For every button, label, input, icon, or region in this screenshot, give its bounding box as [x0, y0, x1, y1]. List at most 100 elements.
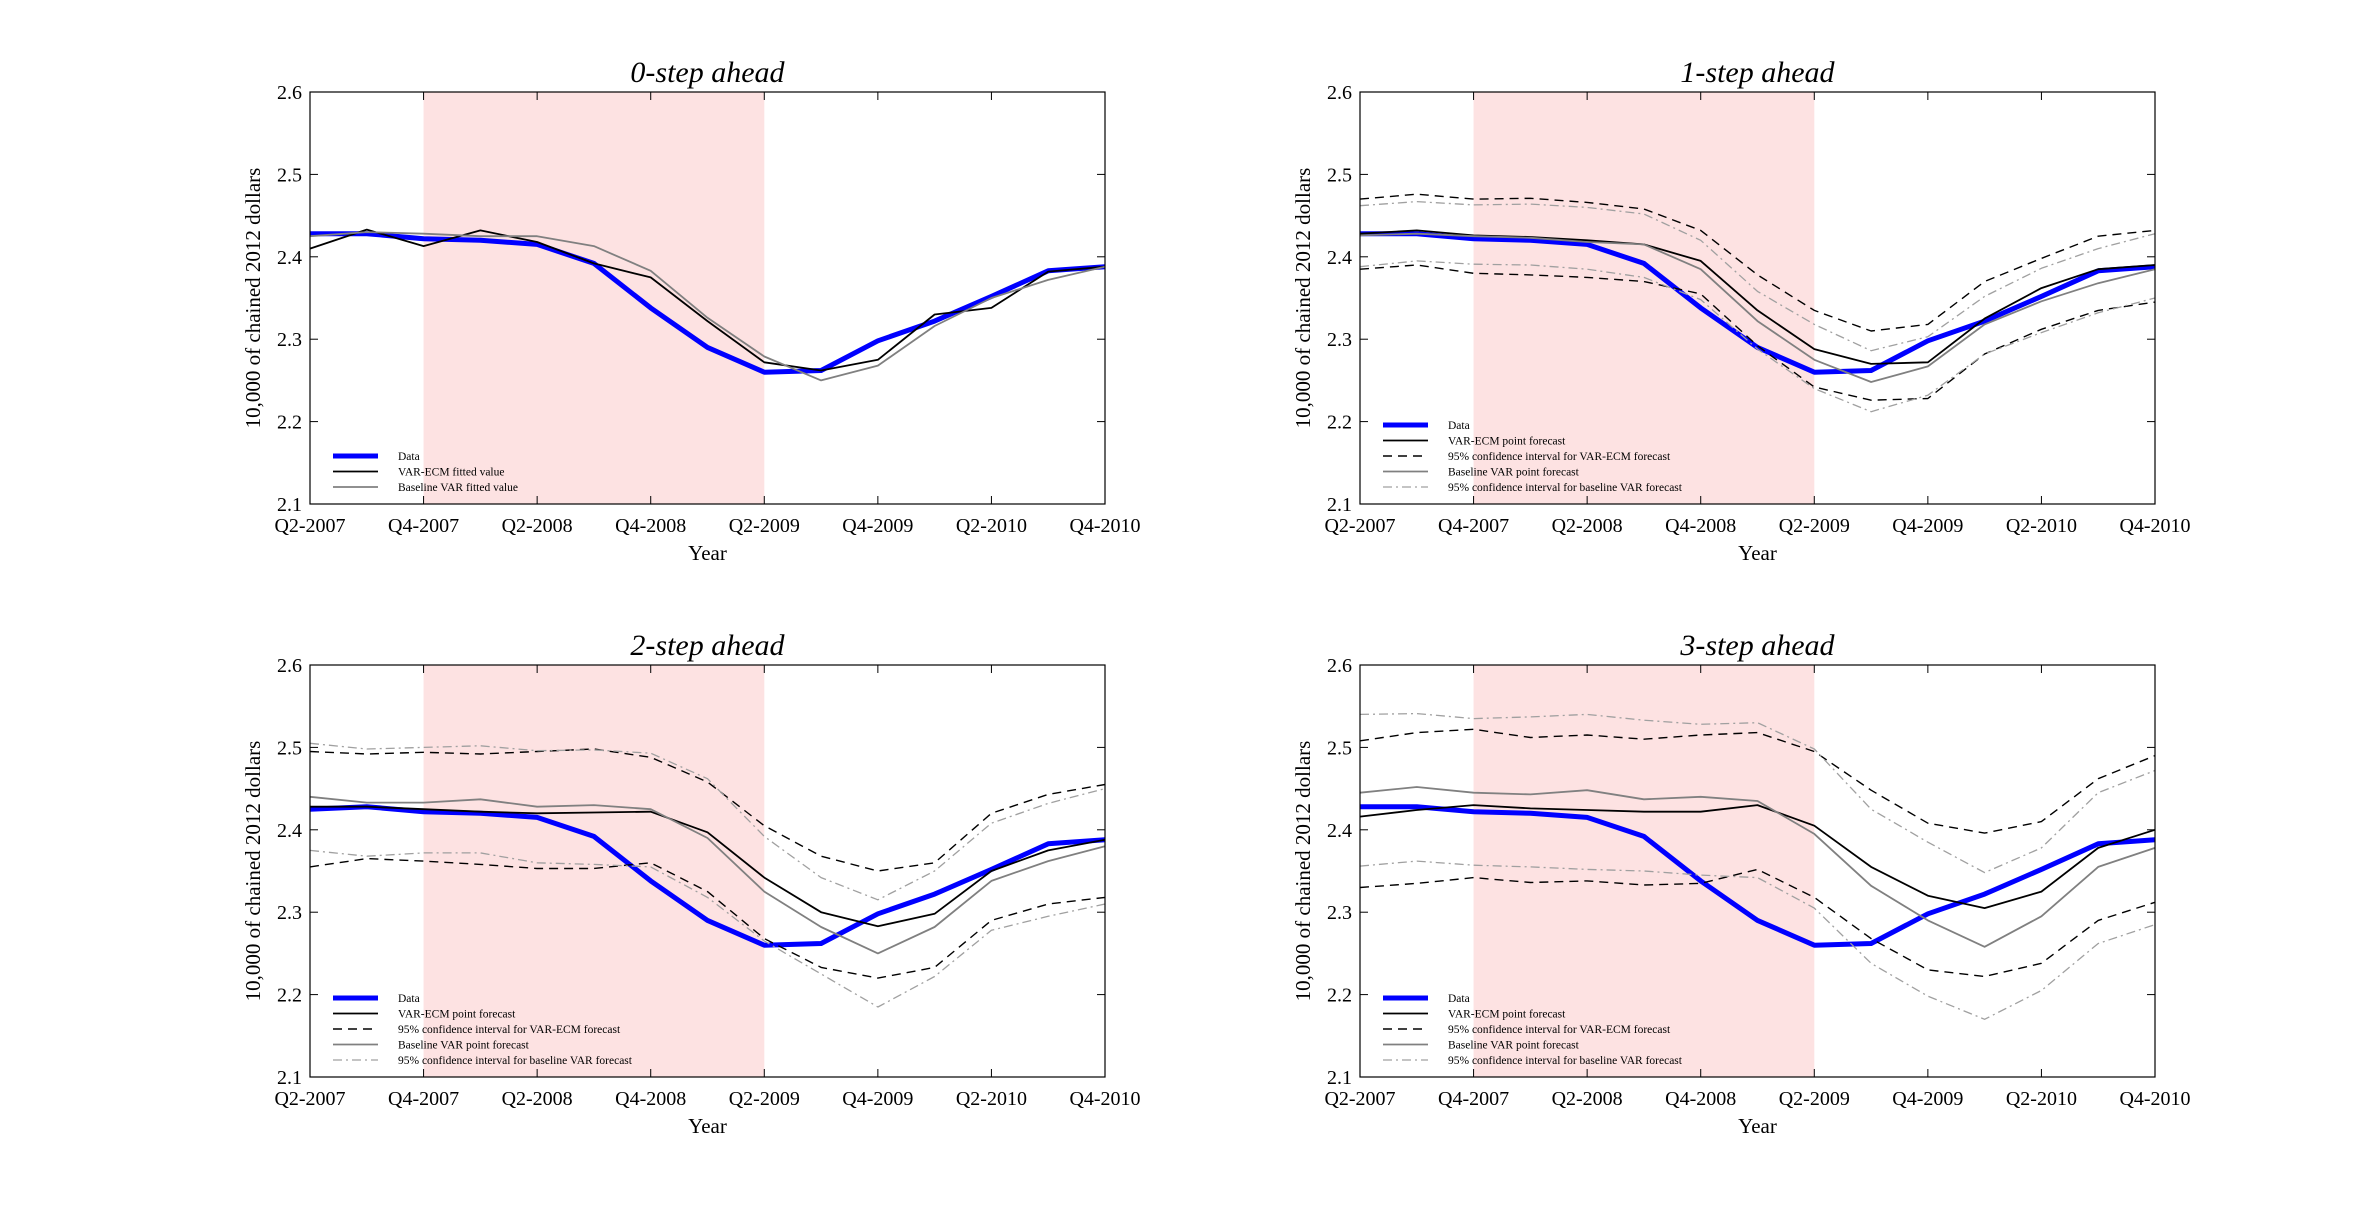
series-line-6 [309, 849, 1106, 1008]
y-tick-label: 2.4 [277, 820, 302, 842]
legend-entry: VAR-ECM point forecast [1448, 436, 1566, 448]
x-tick-label: Q4-2010 [2119, 1088, 2190, 1110]
x-tick-label: Q4-2009 [1892, 1088, 1963, 1110]
y-tick-label: 2.2 [1327, 412, 1352, 434]
y-tick-label: 2.2 [1327, 985, 1352, 1007]
legend-entry: Baseline VAR point forecast [398, 1040, 530, 1052]
legend-entry: 95% confidence interval for VAR-ECM fore… [1448, 1024, 1671, 1036]
recession-shading [423, 665, 765, 1077]
recession-shading [1473, 92, 1815, 504]
x-axis-label: Year [688, 541, 727, 565]
x-tick-label: Q4-2010 [1069, 515, 1140, 537]
series-line-2 [309, 748, 1106, 872]
legend-entry: Baseline VAR point forecast [1448, 467, 1580, 479]
y-tick-label: 2.2 [277, 985, 302, 1007]
axes-box [1359, 664, 2156, 1078]
y-axis-label: 10,000 of chained 2012 dollars [241, 168, 265, 429]
legend-entry: Data [1448, 993, 1470, 1005]
x-tick-label: Q2-2010 [2006, 515, 2077, 537]
y-tick-label: 2.4 [1327, 820, 1352, 842]
y-axis-label: 10,000 of chained 2012 dollars [241, 741, 265, 1002]
series-line-0 [1360, 231, 2156, 375]
chart-panel-1: Q2-2007 Q4-2007 Q2-2008 Q4-2008 Q2-2009 Q4-20… [1291, 56, 2191, 565]
x-tick-label: Q4-2007 [1438, 1088, 1509, 1110]
legend-entry: Data [1448, 420, 1470, 432]
x-tick-label: Q2-2007 [274, 515, 345, 537]
x-tick-label: Q4-2009 [842, 515, 913, 537]
recession-shading [423, 92, 765, 504]
legend-entry: 95% confidence interval for VAR-ECM fore… [398, 1024, 621, 1036]
x-tick-label: Q4-2008 [1665, 515, 1736, 537]
legend-entry: 95% confidence interval for baseline VAR… [1448, 482, 1683, 494]
series-line-0 [310, 231, 1106, 375]
x-tick-label: Q4-2007 [388, 515, 459, 537]
x-tick-label: Q2-2007 [274, 1088, 345, 1110]
recession-shading [1473, 665, 1815, 1077]
legend-entry: 95% confidence interval for VAR-ECM fore… [1448, 451, 1671, 463]
series-line-6 [1359, 860, 2156, 1020]
series-line-4 [309, 795, 1106, 955]
x-tick-label: Q2-2009 [729, 1088, 800, 1110]
x-tick-label: Q2-2008 [502, 515, 573, 537]
y-axis-label: 10,000 of chained 2012 dollars [1291, 741, 1315, 1002]
series-line-6 [1359, 260, 2156, 413]
series-line-4 [1359, 786, 2156, 948]
y-tick-label: 2.5 [1327, 737, 1352, 759]
y-tick-label: 2.6 [1327, 82, 1352, 104]
y-tick-label: 2.3 [277, 329, 302, 351]
series-line-5 [1359, 200, 2156, 352]
y-tick-label: 2.6 [1327, 655, 1352, 677]
x-tick-label: Q2-2008 [1552, 515, 1623, 537]
legend-entry: Data [398, 993, 420, 1005]
y-tick-label: 2.6 [277, 655, 302, 677]
x-tick-label: Q2-2010 [956, 515, 1027, 537]
x-tick-label: Q4-2009 [1892, 515, 1963, 537]
legend-entry: 95% confidence interval for baseline VAR… [1448, 1055, 1683, 1067]
x-tick-label: Q2-2008 [1552, 1088, 1623, 1110]
y-tick-label: 2.5 [277, 164, 302, 186]
chart-title: 2-step ahead [630, 629, 785, 662]
y-tick-label: 2.3 [277, 902, 302, 924]
x-tick-label: Q2-2009 [1779, 515, 1850, 537]
y-tick-label: 2.2 [277, 412, 302, 434]
legend-entry: VAR-ECM point forecast [398, 1009, 516, 1021]
y-tick-label: 2.1 [1327, 1067, 1352, 1089]
x-tick-label: Q2-2009 [1779, 1088, 1850, 1110]
y-tick-label: 2.3 [1327, 902, 1352, 924]
series-line-0 [309, 804, 1106, 948]
x-tick-label: Q4-2008 [615, 515, 686, 537]
legend-entry: VAR-ECM fitted value [398, 467, 504, 479]
y-tick-label: 2.1 [1327, 494, 1352, 516]
axes-box [309, 664, 1106, 1078]
x-tick-label: Q2-2007 [1324, 1088, 1395, 1110]
x-tick-label: Q4-2009 [842, 1088, 913, 1110]
chart-title: 1-step ahead [1680, 56, 1835, 89]
series-line-3 [1359, 868, 2156, 978]
x-axis-label: Year [688, 1114, 727, 1138]
x-tick-label: Q4-2008 [1665, 1088, 1736, 1110]
series-line-2 [309, 231, 1106, 382]
series-line-1 [310, 805, 1106, 928]
axes-box [1359, 91, 2156, 505]
x-axis-label: Year [1738, 1114, 1777, 1138]
legend-entry: VAR-ECM point forecast [1448, 1009, 1566, 1021]
x-tick-label: Q2-2010 [2006, 1088, 2077, 1110]
x-tick-label: Q4-2007 [388, 1088, 459, 1110]
y-tick-label: 2.3 [1327, 329, 1352, 351]
x-axis-label: Year [1738, 541, 1777, 565]
chart-title: 0-step ahead [630, 56, 785, 89]
chart-panel-2: Q2-2007 Q4-2007 Q2-2008 Q4-2008 Q2-2009 Q4-20… [241, 629, 1141, 1138]
chart-title: 3-step ahead [1679, 629, 1835, 662]
x-tick-label: Q2-2010 [956, 1088, 1027, 1110]
y-tick-label: 2.4 [277, 247, 302, 269]
x-tick-label: Q4-2008 [615, 1088, 686, 1110]
x-tick-label: Q4-2007 [1438, 515, 1509, 537]
series-line-5 [309, 742, 1106, 901]
axes-box [309, 91, 1106, 505]
legend-entry: Data [398, 451, 420, 463]
y-tick-label: 2.5 [1327, 164, 1352, 186]
series-line-1 [1359, 804, 2156, 909]
y-tick-label: 2.5 [277, 737, 302, 759]
legend-entry: 95% confidence interval for baseline VAR… [398, 1055, 633, 1067]
